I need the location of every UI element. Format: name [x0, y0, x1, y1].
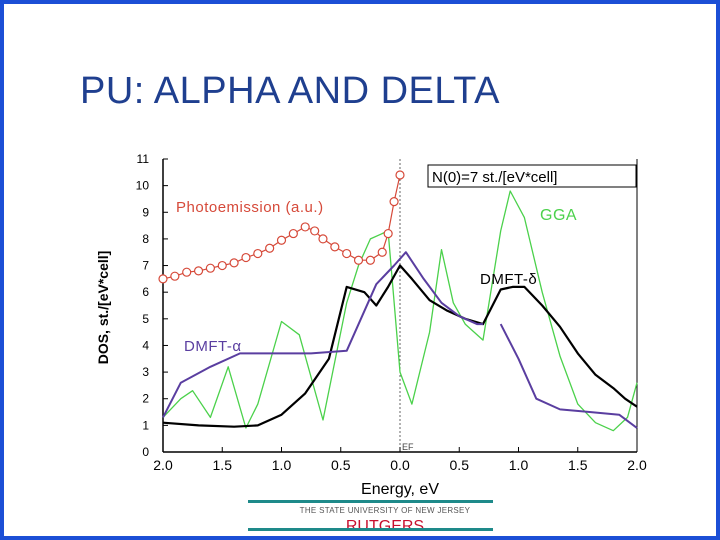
photoemission-point	[265, 243, 275, 253]
y-tick-label: 4	[142, 338, 149, 352]
photoemission-point	[205, 263, 215, 273]
photoemission-point	[253, 248, 263, 259]
footer-university: THE STATE UNIVERSITY OF NEW JERSEY	[299, 506, 471, 515]
x-tick-label: 1.5	[568, 457, 588, 473]
photoemission-point	[377, 247, 387, 257]
photoemission-point	[288, 228, 298, 239]
photoemission-point	[342, 248, 352, 259]
photoemission-point	[365, 255, 375, 265]
photoemission-point	[241, 252, 251, 263]
y-tick-label: 3	[142, 365, 149, 379]
photoemission-point	[318, 234, 328, 244]
y-tick-label: 1	[142, 418, 149, 432]
y-tick-label: 5	[142, 312, 149, 326]
photoemission-point	[217, 260, 227, 271]
x-tick-label: 2.0	[153, 457, 173, 473]
chart-series	[158, 170, 638, 432]
x-tick-label: 1.5	[213, 457, 233, 473]
y-tick-label: 9	[142, 205, 149, 219]
slide: PU: ALPHA AND DELTA 0 1 2 3 4 5 6 7 8 9 10 11 2.0 1.5…	[4, 4, 716, 536]
photoemission-point	[310, 226, 320, 236]
dos-chart: 0 1 2 3 4 5 6 7 8 9 10 11 2.0 1.5 1.0 0.5 0.0 0.5 1.0 1.5 2.…	[95, 152, 647, 498]
photoemission-point	[170, 271, 180, 281]
photoemission-point	[330, 242, 340, 252]
footer-logo: RUTGERS	[345, 518, 425, 535]
y-tick-label: 11	[137, 152, 150, 166]
y-tick-label: 7	[142, 259, 149, 273]
legend-gga: GGA	[540, 207, 577, 224]
y-tick-label: 10	[136, 179, 150, 193]
gga-line	[162, 190, 638, 432]
dmft-delta-line	[162, 264, 638, 428]
photoemission-point	[229, 258, 239, 268]
footer-line-bottom	[248, 528, 493, 531]
x-axis-label: Energy, eV	[361, 481, 439, 498]
annotation-box	[427, 164, 637, 188]
photoemission-point	[300, 222, 310, 232]
y-tick-label: 0	[142, 445, 149, 459]
y-tick-label: 2	[142, 392, 149, 406]
y-tick-label: 6	[142, 285, 149, 299]
legend-dmft-alpha: DMFT-α	[184, 338, 242, 355]
chart-ticks: 0 1 2 3 4 5 6 7 8 9 10 11 2.0 1.5 1.0 0.5 0.0 0.5 1.0 1.5 2.…	[136, 152, 647, 473]
y-tick-label: 8	[142, 232, 149, 246]
photoemission-point	[193, 266, 204, 276]
y-axis-label: DOS, st./[eV*cell]	[95, 251, 111, 365]
x-tick-label: 2.0	[627, 457, 647, 473]
footer-line-top	[248, 500, 493, 503]
x-tick-label: 1.0	[509, 457, 529, 473]
photoemission-point	[395, 170, 405, 180]
photoemission-point	[158, 274, 168, 284]
dmft-alpha-line	[162, 251, 638, 429]
chart-labels: Energy, eV DOS, st./[eV*cell] Photoemissio…	[95, 164, 637, 498]
x-tick-label: 0.5	[450, 457, 470, 473]
x-tick-label: 1.0	[272, 457, 292, 473]
photoemission-point	[182, 267, 192, 277]
x-tick-label: 0.0	[390, 457, 410, 473]
photoemission-point	[276, 235, 287, 245]
slide-title: PU: ALPHA AND DELTA	[80, 70, 500, 112]
photoemission-point	[353, 255, 364, 265]
annotation-n0: N(0)=7 st./[eV*cell]	[432, 169, 557, 186]
photoemission-point	[383, 228, 393, 239]
legend-dmft-delta: DMFT-δ	[480, 271, 537, 288]
photoemission-point	[389, 197, 399, 207]
photoemission-line	[162, 174, 401, 280]
fermi-label: EF	[402, 442, 414, 452]
x-tick-label: 0.5	[331, 457, 351, 473]
legend-photoemission: Photoemission (a.u.)	[176, 199, 324, 216]
